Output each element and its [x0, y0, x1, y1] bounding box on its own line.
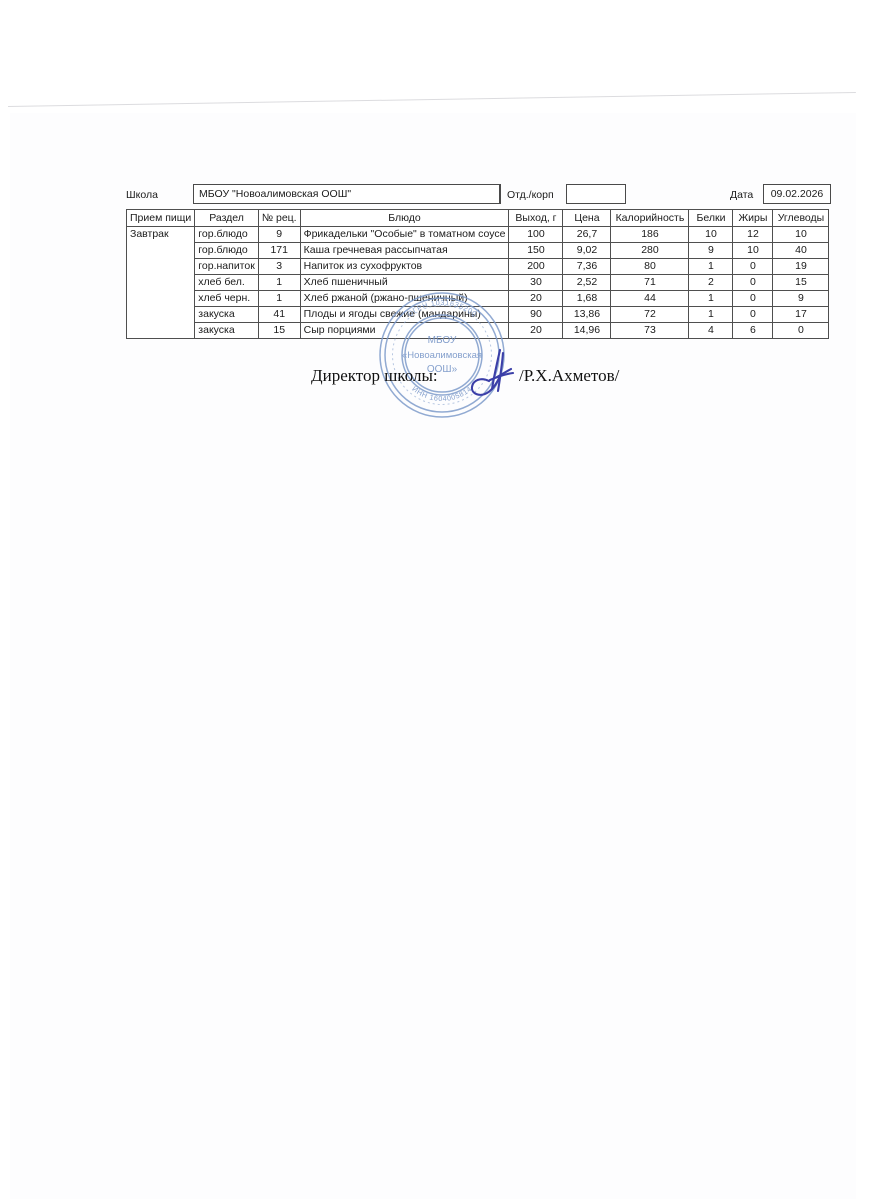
cell-carbs: 9	[772, 290, 830, 307]
cell-carbs: 17	[772, 306, 830, 323]
col-header-price: Цена	[562, 209, 612, 227]
cell-section: закуска	[194, 322, 259, 339]
col-header-fat: Жиры	[732, 209, 774, 227]
cell-calories: 72	[610, 306, 690, 323]
cell-price: 2,52	[562, 274, 612, 291]
cell-fat: 6	[732, 322, 774, 339]
cell-carbs: 19	[772, 258, 830, 275]
cell-protein: 4	[688, 322, 734, 339]
cell-calories: 280	[610, 242, 690, 259]
cell-output: 30	[508, 274, 564, 291]
cell-fat: 0	[732, 258, 774, 275]
table-row: закуска 15 Сыр порциями 20 14,96 73 4 6 0	[127, 322, 830, 339]
school-label: Школа	[126, 189, 158, 201]
director-title-label: Директор школы:	[311, 366, 438, 385]
cell-recipe: 9	[257, 226, 301, 243]
cell-price: 26,7	[562, 226, 612, 243]
table-row: закуска 41 Плоды и ягоды свежие (мандарины…	[127, 306, 830, 323]
date-field[interactable]: 09.02.2026	[763, 184, 831, 204]
cell-section: гор.блюдо	[194, 226, 259, 243]
department-label: Отд./корп	[507, 189, 554, 201]
cell-recipe: 41	[257, 306, 301, 323]
cell-dish: Напиток из сухофруктов	[299, 258, 510, 275]
cell-price: 1,68	[562, 290, 612, 307]
cell-recipe: 1	[257, 274, 301, 291]
cell-dish: Хлеб ржаной (ржано-пшеничный)	[299, 290, 510, 307]
cell-section: хлеб бел.	[194, 274, 259, 291]
stamp-center-line-2: «Новоалимовская	[402, 350, 482, 361]
cell-fat: 0	[732, 290, 774, 307]
cell-dish: Фрикадельки "Особые" в томатном соусе	[299, 226, 510, 243]
date-label: Дата	[730, 189, 754, 201]
cell-calories: 44	[610, 290, 690, 307]
cell-fat: 0	[732, 274, 774, 291]
cell-calories: 73	[610, 322, 690, 339]
cell-price: 7,36	[562, 258, 612, 275]
cell-recipe: 1	[257, 290, 301, 307]
col-header-section: Раздел	[194, 209, 259, 227]
cell-recipe: 3	[257, 258, 301, 275]
cell-fat: 0	[732, 306, 774, 323]
document-header: Школа МБОУ "Новоалимовская ООШ" Отд./кор…	[126, 184, 831, 206]
col-header-output: Выход, г	[508, 209, 564, 227]
cell-carbs: 10	[772, 226, 830, 243]
cell-fat: 10	[732, 242, 774, 259]
cell-price: 13,86	[562, 306, 612, 323]
cell-calories: 80	[610, 258, 690, 275]
cell-carbs: 15	[772, 274, 830, 291]
cell-protein: 9	[688, 242, 734, 259]
cell-section: гор.напиток	[194, 258, 259, 275]
cell-meal: Завтрак	[125, 226, 196, 339]
table-row: хлеб бел. 1 Хлеб пшеничный 30 2,52 71 2 0 15	[127, 274, 830, 291]
cell-recipe: 15	[257, 322, 301, 339]
cell-protein: 10	[688, 226, 734, 243]
cell-price: 9,02	[562, 242, 612, 259]
table-row: хлеб черн. 1 Хлеб ржаной (ржано-пшеничный)…	[127, 290, 830, 307]
header-divider	[500, 184, 501, 204]
cell-dish: Плоды и ягоды свежие (мандарины)	[299, 306, 510, 323]
cell-dish: Каша гречневая рассыпчатая	[299, 242, 510, 259]
table-row: гор.напиток 3 Напиток из сухофруктов 200 7,3…	[127, 258, 830, 275]
col-header-protein: Белки	[688, 209, 734, 227]
cell-protein: 2	[688, 274, 734, 291]
cell-protein: 1	[688, 290, 734, 307]
menu-table: Прием пищи Раздел № рец. Блюдо Выход, г …	[125, 209, 830, 339]
cell-section: хлеб черн.	[194, 290, 259, 307]
table-header-row: Прием пищи Раздел № рец. Блюдо Выход, г …	[125, 209, 830, 227]
cell-section: закуска	[194, 306, 259, 323]
cell-protein: 1	[688, 306, 734, 323]
cell-output: 150	[508, 242, 564, 259]
col-header-calories: Калорийность	[610, 209, 690, 227]
cell-output: 20	[508, 322, 564, 339]
cell-dish: Хлеб пшеничный	[299, 274, 510, 291]
cell-output: 200	[508, 258, 564, 275]
cell-output: 20	[508, 290, 564, 307]
cell-output: 90	[508, 306, 564, 323]
scan-edge-line	[7, 91, 856, 114]
col-header-carbs: Углеводы	[772, 209, 830, 227]
cell-price: 14,96	[562, 322, 612, 339]
col-header-recipe: № рец.	[257, 209, 301, 227]
cell-calories: 71	[610, 274, 690, 291]
table-row: Завтрак гор.блюдо 9 Фрикадельки "Особые" в …	[125, 226, 830, 339]
department-field[interactable]	[566, 184, 626, 204]
cell-carbs: 0	[772, 322, 830, 339]
school-field[interactable]: МБОУ "Новоалимовская ООШ"	[193, 184, 500, 204]
cell-recipe: 171	[257, 242, 301, 259]
cell-fat: 12	[732, 226, 774, 243]
col-header-dish: Блюдо	[299, 209, 510, 227]
cell-section: гор.блюдо	[194, 242, 259, 259]
director-name-label: /Р.Х.Ахметов/	[519, 366, 620, 385]
col-header-meal: Прием пищи	[125, 209, 196, 227]
cell-dish: Сыр порциями	[299, 322, 510, 339]
cell-carbs: 40	[772, 242, 830, 259]
cell-output: 100	[508, 226, 564, 243]
table-row: гор.блюдо 171 Каша гречневая рассыпчатая 15…	[127, 242, 830, 259]
cell-protein: 1	[688, 258, 734, 275]
cell-calories: 186	[610, 226, 690, 243]
